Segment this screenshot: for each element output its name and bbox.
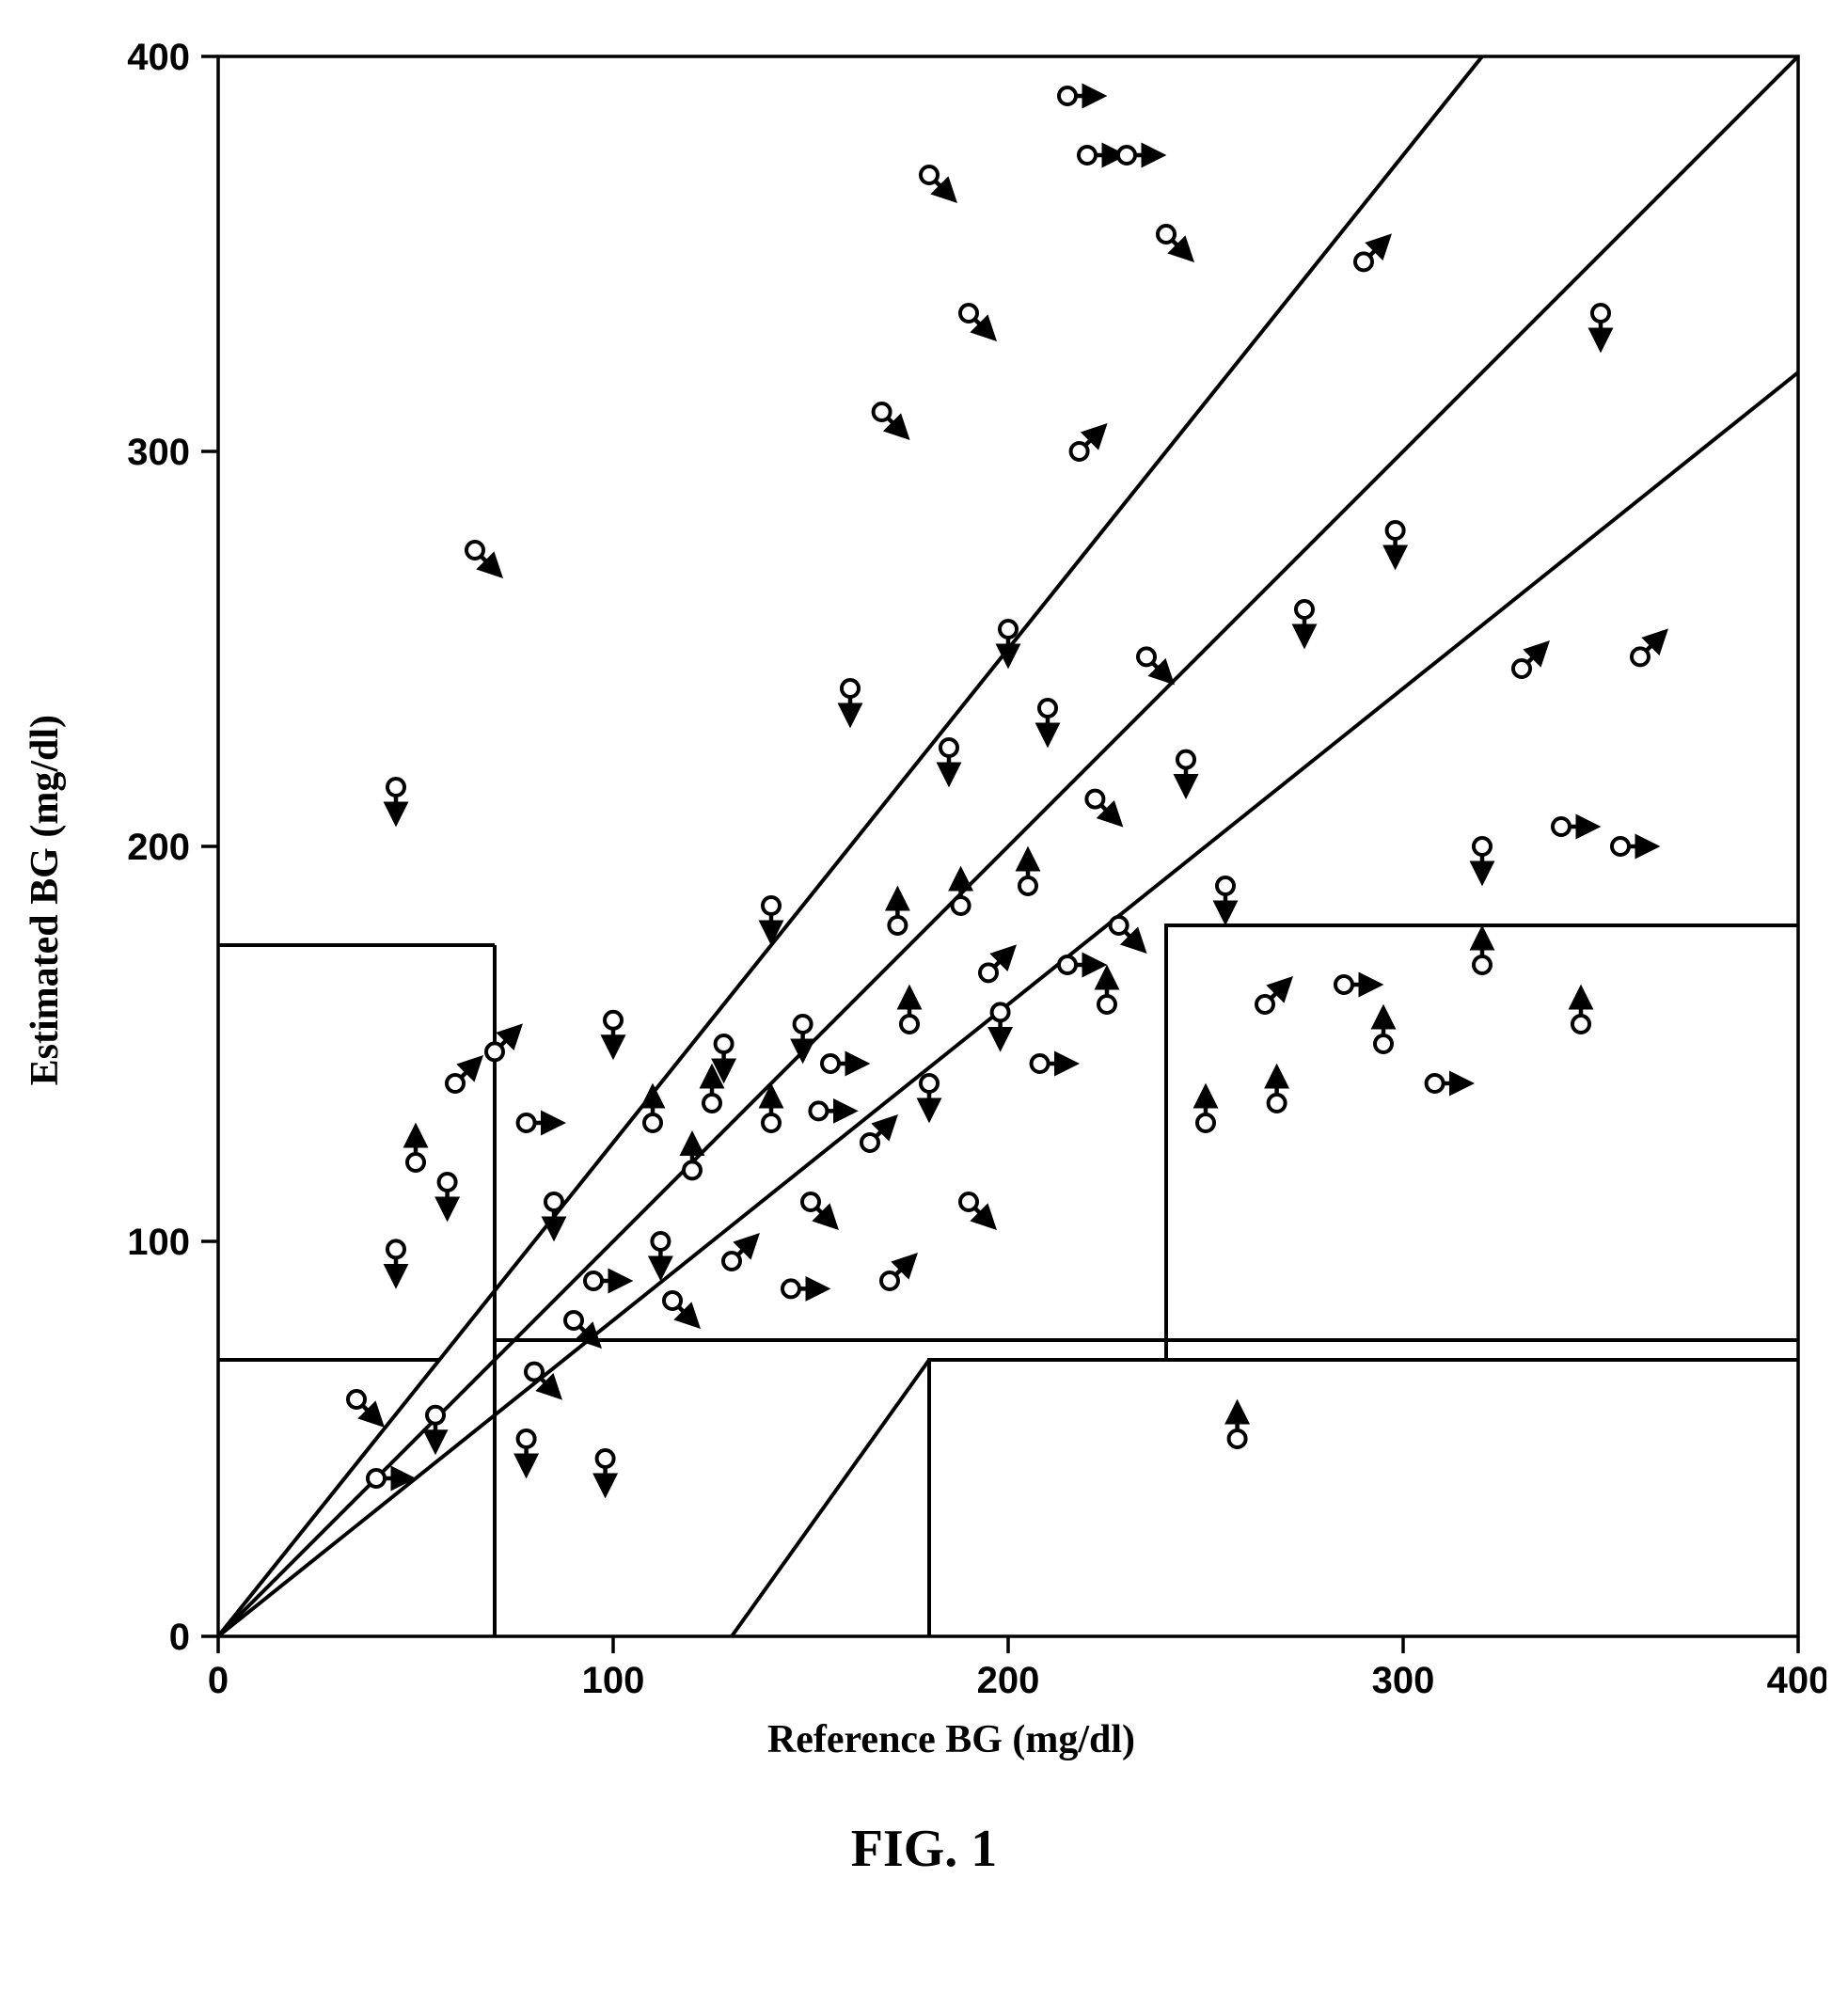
figure: Estimated BG (mg/dl) 0 100 200 300 400 0 100 20… (23, 38, 1826, 1879)
svg-text:300: 300 (1371, 1660, 1434, 1701)
svg-text:400: 400 (1766, 1660, 1825, 1701)
svg-text:100: 100 (127, 1222, 190, 1263)
svg-text:400: 400 (127, 38, 190, 78)
chart-area: Estimated BG (mg/dl) 0 100 200 300 400 0 100 20… (23, 38, 1826, 1762)
svg-text:100: 100 (581, 1660, 644, 1701)
y-axis-label: Estimated BG (mg/dl) (23, 715, 68, 1085)
plot-column: 0 100 200 300 400 0 100 200 300 400 Reference BG … (77, 38, 1826, 1762)
svg-text:0: 0 (168, 1617, 189, 1658)
svg-text:0: 0 (207, 1660, 228, 1701)
x-axis-label: Reference BG (mg/dl) (767, 1717, 1135, 1762)
svg-text:300: 300 (127, 432, 190, 473)
scatter-plot: 0 100 200 300 400 0 100 200 300 400 (77, 38, 1826, 1712)
figure-caption: FIG. 1 (851, 1819, 998, 1879)
svg-text:200: 200 (976, 1660, 1039, 1701)
svg-text:200: 200 (127, 827, 190, 868)
